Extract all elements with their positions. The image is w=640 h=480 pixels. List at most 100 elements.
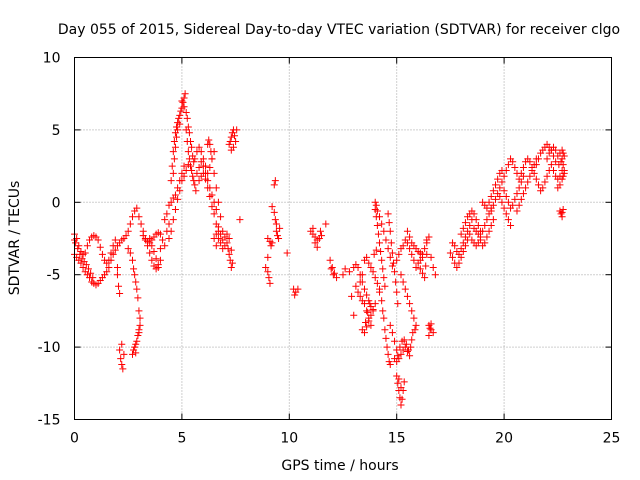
- data-point: [152, 255, 160, 263]
- data-point: [449, 253, 457, 261]
- data-point: [186, 162, 194, 170]
- data-point: [225, 250, 233, 258]
- data-point: [422, 262, 430, 270]
- data-point: [515, 201, 523, 209]
- data-point: [118, 340, 126, 348]
- data-point: [131, 271, 139, 279]
- data-point: [167, 227, 175, 235]
- data-point: [451, 242, 459, 250]
- data-point: [558, 175, 566, 183]
- data-point: [169, 148, 177, 156]
- data-point: [119, 365, 127, 373]
- data-point: [182, 109, 190, 117]
- data-point: [382, 334, 390, 342]
- data-point: [146, 249, 154, 257]
- data-point: [154, 263, 162, 271]
- data-point: [173, 133, 181, 141]
- data-point: [498, 198, 506, 206]
- data-point: [271, 216, 279, 224]
- data-point: [167, 177, 175, 185]
- data-point: [379, 307, 387, 315]
- data-point: [126, 220, 134, 228]
- data-point: [386, 227, 394, 235]
- data-point: [205, 136, 213, 144]
- data-point: [327, 265, 335, 273]
- data-point: [225, 140, 233, 148]
- data-point: [358, 271, 366, 279]
- data-point: [116, 346, 124, 354]
- data-point: [113, 271, 121, 279]
- data-point: [461, 233, 469, 241]
- data-point: [105, 263, 113, 271]
- y-tick-label: 0: [52, 195, 61, 211]
- data-point: [386, 360, 394, 368]
- data-point: [339, 271, 347, 279]
- data-point: [382, 236, 390, 244]
- data-point: [517, 195, 525, 203]
- axis-tick-labels: 0 5 10 15 20 25 -15 -10 -5 0 5 10: [38, 51, 621, 447]
- data-point: [137, 220, 145, 228]
- data-point: [210, 210, 218, 218]
- data-point: [557, 210, 565, 218]
- data-point: [212, 184, 220, 192]
- data-point: [380, 274, 388, 282]
- data-point: [180, 172, 188, 180]
- data-point: [182, 126, 190, 134]
- data-point: [179, 98, 187, 106]
- data-point: [487, 221, 495, 229]
- data-point: [509, 201, 517, 209]
- data-point: [189, 172, 197, 180]
- data-point: [483, 216, 491, 224]
- data-point: [513, 190, 521, 198]
- data-point: [180, 162, 188, 170]
- data-point: [399, 242, 407, 250]
- data-point: [539, 184, 547, 192]
- data-point: [541, 178, 549, 186]
- data-point: [173, 123, 181, 131]
- data-point: [376, 239, 384, 247]
- data-point: [132, 349, 140, 357]
- data-point: [81, 249, 89, 257]
- data-point: [190, 158, 198, 166]
- data-point: [183, 137, 191, 145]
- data-point: [227, 263, 235, 271]
- data-point: [167, 198, 175, 206]
- data-point: [370, 250, 378, 258]
- data-point: [425, 233, 433, 241]
- data-point: [385, 358, 393, 366]
- data-point: [161, 216, 169, 224]
- data-point: [267, 242, 275, 250]
- data-point: [401, 285, 409, 293]
- data-point: [350, 311, 358, 319]
- data-point: [534, 155, 542, 163]
- data-point: [341, 265, 349, 273]
- data-point: [410, 314, 418, 322]
- data-point: [455, 259, 463, 267]
- data-point: [406, 245, 414, 253]
- data-point: [197, 158, 205, 166]
- data-point: [227, 133, 235, 141]
- data-point: [161, 242, 169, 250]
- y-tick-label: -10: [38, 340, 61, 356]
- data-point: [403, 227, 411, 235]
- data-point: [459, 224, 467, 232]
- data-point: [376, 213, 384, 221]
- data-point: [128, 350, 136, 358]
- data-point: [227, 246, 235, 254]
- data-point: [178, 177, 186, 185]
- data-point: [199, 169, 207, 177]
- data-point: [266, 279, 274, 287]
- data-point: [500, 187, 508, 195]
- data-point: [367, 321, 375, 329]
- data-point: [485, 227, 493, 235]
- data-point: [496, 184, 504, 192]
- data-point: [379, 265, 387, 273]
- data-point: [98, 250, 106, 258]
- data-point: [363, 307, 371, 315]
- data-point: [212, 242, 220, 250]
- data-point: [532, 161, 540, 169]
- data-point: [397, 350, 405, 358]
- data-point: [383, 343, 391, 351]
- data-point: [517, 169, 525, 177]
- data-point: [385, 219, 393, 227]
